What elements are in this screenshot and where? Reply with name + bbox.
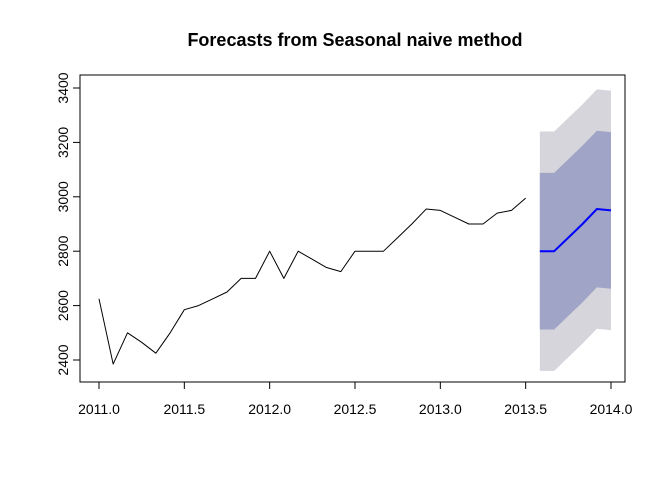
y-tick-label: 2800 bbox=[55, 235, 71, 266]
x-tick-label: 2011.5 bbox=[163, 401, 205, 417]
y-axis: 2400 2600 2800 3000 3200 3400 bbox=[55, 72, 81, 376]
x-tick-label: 2011.0 bbox=[78, 401, 120, 417]
x-tick-label: 2013.5 bbox=[504, 401, 547, 417]
chart-title: Forecasts from Seasonal naive method bbox=[187, 30, 523, 50]
y-tick-label: 2600 bbox=[55, 290, 71, 321]
y-tick-label: 3000 bbox=[55, 181, 71, 212]
x-axis: 2011.0 2011.5 2012.0 2012.5 2013.0 2013.5 2014… bbox=[78, 381, 633, 417]
y-tick-label: 3200 bbox=[55, 127, 71, 158]
x-tick-label: 2012.0 bbox=[248, 401, 291, 417]
x-tick-label: 2013.0 bbox=[419, 401, 462, 417]
point-forecast-line bbox=[539, 208, 612, 253]
x-tick-label: 2014.0 bbox=[590, 401, 633, 417]
y-tick-label: 2400 bbox=[55, 344, 71, 375]
y-tick-label: 3400 bbox=[55, 72, 71, 103]
observed-line bbox=[98, 197, 526, 365]
series-lines bbox=[98, 197, 612, 365]
x-tick-label: 2012.5 bbox=[334, 401, 377, 417]
